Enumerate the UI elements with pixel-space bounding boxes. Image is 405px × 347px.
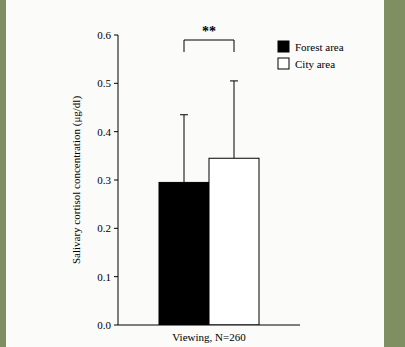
y-tick-label: 0.3 <box>97 174 111 186</box>
chart: 0.0 0.1 0.2 0.3 0.4 0.5 0.6 Viewing, N=260 Saliv… <box>0 0 405 347</box>
y-tick-label: 0.1 <box>97 271 111 283</box>
y-tick-label: 0.2 <box>97 222 111 234</box>
legend-label: Forest area <box>295 41 344 53</box>
y-tick-label: 0.0 <box>97 319 111 331</box>
y-tick-label: 0.6 <box>97 29 111 41</box>
x-tick-label: Viewing, N=260 <box>172 331 246 343</box>
y-tick-label: 0.5 <box>97 77 111 89</box>
y-tick <box>114 35 118 36</box>
annotation: ** <box>202 24 216 39</box>
bar <box>209 158 259 325</box>
y-tick <box>114 276 118 277</box>
x-axis <box>118 325 300 326</box>
y-tick <box>114 83 118 84</box>
legend-label: City area <box>295 58 335 70</box>
error-bar <box>230 81 238 158</box>
significance-bracket <box>184 40 234 52</box>
marks <box>159 81 259 325</box>
y-tick-label: 0.4 <box>97 126 111 138</box>
bar <box>159 182 209 325</box>
legend-swatch <box>278 58 289 69</box>
legend-swatch <box>278 41 289 52</box>
error-bar <box>180 115 188 183</box>
y-tick <box>114 131 118 132</box>
y-tick <box>114 180 118 181</box>
y-tick <box>114 325 118 326</box>
y-tick <box>114 228 118 229</box>
y-axis-label: Salivary cortisol concentration (μg/dl) <box>70 96 83 264</box>
